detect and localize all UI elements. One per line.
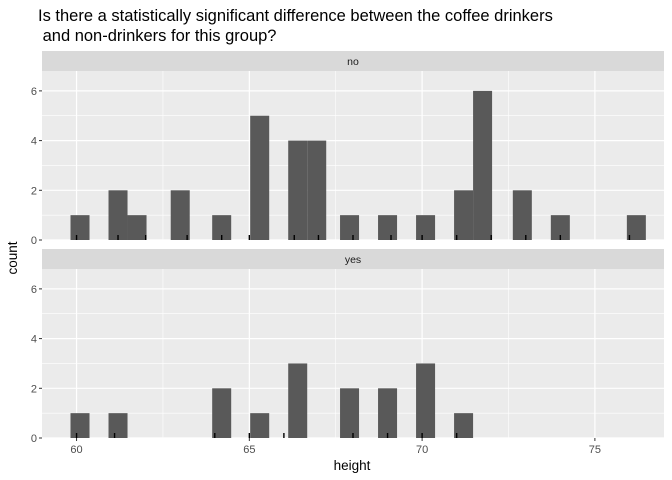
histogram-bar [108,413,128,438]
x-tick-label: 70 [416,444,428,456]
histogram-bar [454,190,474,240]
histogram-bar [550,215,570,240]
histogram-bar [108,190,128,240]
y-tick-label: 4 [31,334,37,346]
y-tick-label: 2 [31,185,37,197]
chart-title: Is there a statistically significant dif… [38,7,553,45]
histogram-bar [340,388,360,438]
y-tick-label: 6 [31,86,37,98]
histogram-bar [454,413,474,438]
y-tick-label: 6 [31,284,37,296]
histogram-bar [378,388,398,438]
histogram-bar [340,215,360,240]
y-axis-title: count [5,241,20,274]
x-tick-label: 65 [243,444,255,456]
y-tick-label: 0 [31,433,37,445]
histogram-bar [70,413,90,438]
histogram-bar [416,363,436,438]
histogram-bar [70,215,90,240]
x-tick-label: 60 [70,444,82,456]
histogram-bar [378,215,398,240]
histogram-bar [512,190,532,240]
histogram-bar [212,388,232,438]
histogram-bar [473,90,493,240]
facet-panels: no 0 2 4 6 yes 0 2 4 6 [31,51,664,445]
facet-yes: yes 0 2 4 6 [31,249,664,445]
facet-strip [42,51,664,71]
x-axis-title: height [334,458,371,473]
x-axis: 60 65 70 75 [70,438,601,456]
y-tick-label: 2 [31,383,37,395]
histogram-bar [212,215,232,240]
histogram-bar [416,215,436,240]
facet-strip-label: yes [345,254,361,266]
x-tick-label: 75 [589,444,601,456]
y-tick-label: 4 [31,136,37,148]
histogram-bar [170,190,190,240]
histogram-bar [250,115,270,240]
histogram-bar [127,215,147,240]
histogram-bar [288,363,308,438]
histogram-bar [288,140,308,240]
facet-no: no 0 2 4 6 [31,51,664,247]
facet-strip-label: no [347,56,359,68]
histogram-bar [307,140,327,240]
facet-strip [42,249,664,269]
histogram-bar [250,413,270,438]
y-tick-label: 0 [31,235,37,247]
panel-background [42,71,664,240]
histogram-bar [626,215,646,240]
